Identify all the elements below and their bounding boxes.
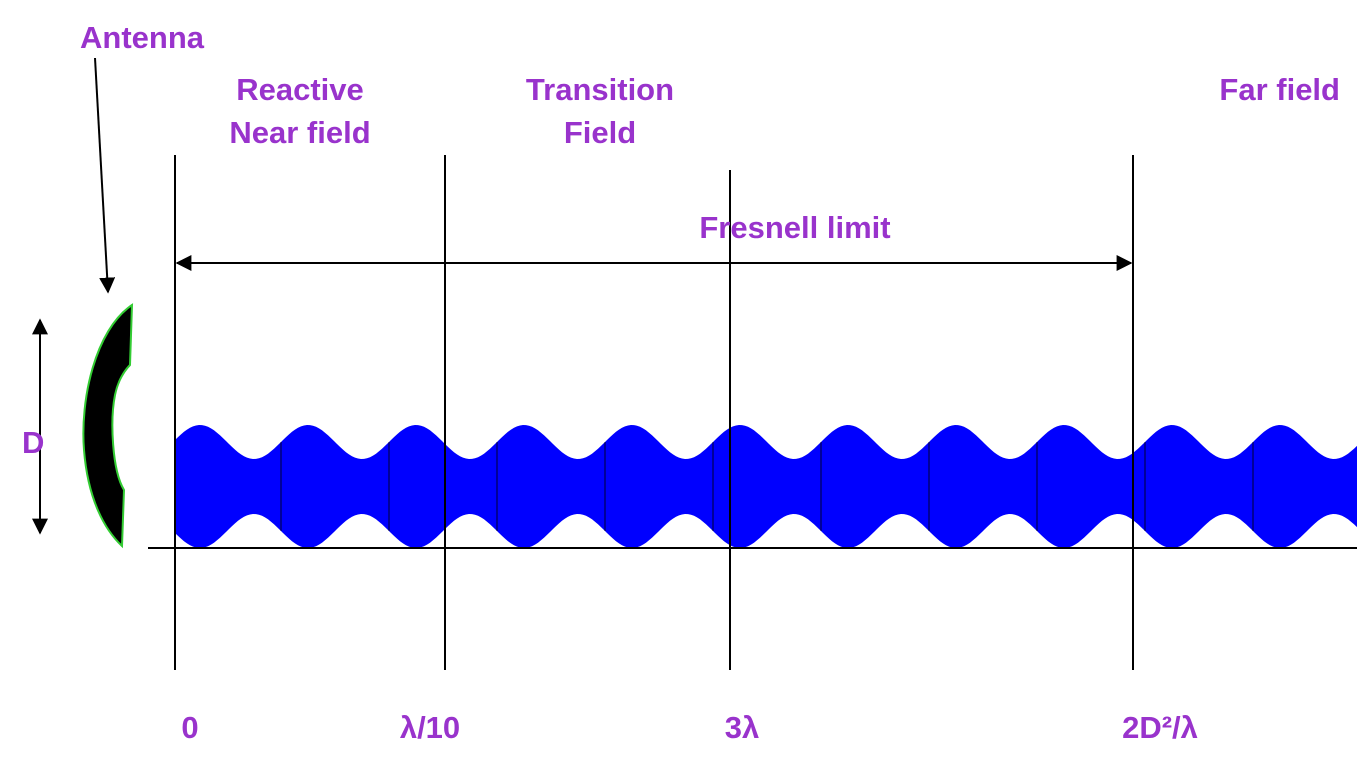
region-label: Reactive [236, 72, 364, 107]
wave-beam [175, 425, 1357, 548]
distance-label: 2D²/λ [1122, 710, 1198, 745]
beam [175, 425, 1357, 548]
region-label: Near field [229, 115, 370, 150]
fresnel-label: Fresnell limit [699, 210, 890, 245]
antenna-label: Antenna [80, 20, 205, 55]
antenna-pointer [95, 58, 108, 292]
region-label: Field [564, 115, 636, 150]
distance-label: λ/10 [400, 710, 460, 745]
region-label: Far field [1219, 72, 1340, 107]
diagram: Antenna Reactive Near field Transition F… [0, 0, 1357, 769]
distance-label: 0 [181, 710, 198, 745]
distance-label: 3λ [725, 710, 759, 745]
region-label: Transition [526, 72, 674, 107]
dimension-label: D [22, 425, 44, 460]
page: Antenna Reactive Near field Transition F… [0, 0, 1357, 769]
antenna [83, 305, 132, 546]
